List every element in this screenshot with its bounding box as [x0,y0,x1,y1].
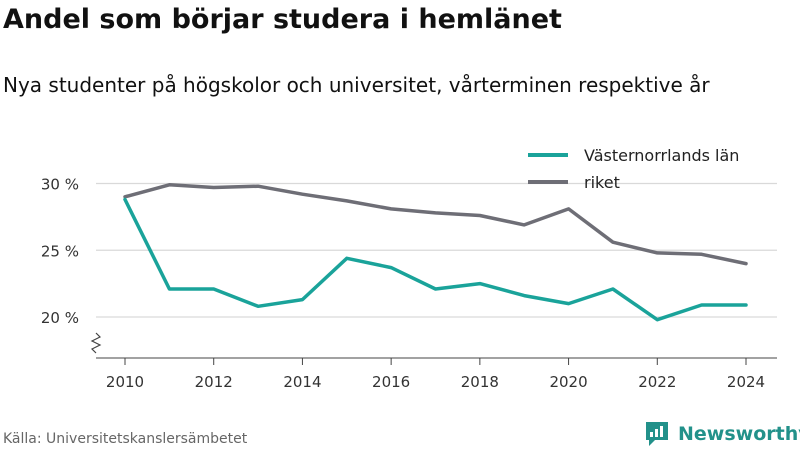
legend-label: riket [584,173,620,192]
y-tick-label: 30 % [41,176,79,194]
chart-title: Andel som börjar studera i hemlänet [3,4,562,35]
series-line [123,197,748,322]
x-tick-label: 2018 [461,373,499,391]
x-tick-label: 2022 [638,373,676,391]
brand-name: Newsworthy [678,423,800,445]
newsworthy-logo: Newsworthy [644,420,800,448]
x-tick-label: 2020 [549,373,587,391]
series-line [123,183,748,266]
x-tick-label: 2016 [372,373,410,391]
legend-label: Västernorrlands län [584,146,739,165]
chart-subtitle: Nya studenter på högskolor och universit… [3,73,710,97]
y-tick-label: 20 % [41,309,79,327]
y-tick-label: 25 % [41,242,79,260]
x-tick-label: 2024 [727,373,765,391]
axis-break-icon [90,332,102,354]
newsworthy-icon [646,422,668,446]
x-tick-label: 2014 [283,373,321,391]
x-tick-label: 2010 [106,373,144,391]
x-tick-label: 2012 [195,373,233,391]
source-note: Källa: Universitetskanslersämbetet [3,431,248,447]
